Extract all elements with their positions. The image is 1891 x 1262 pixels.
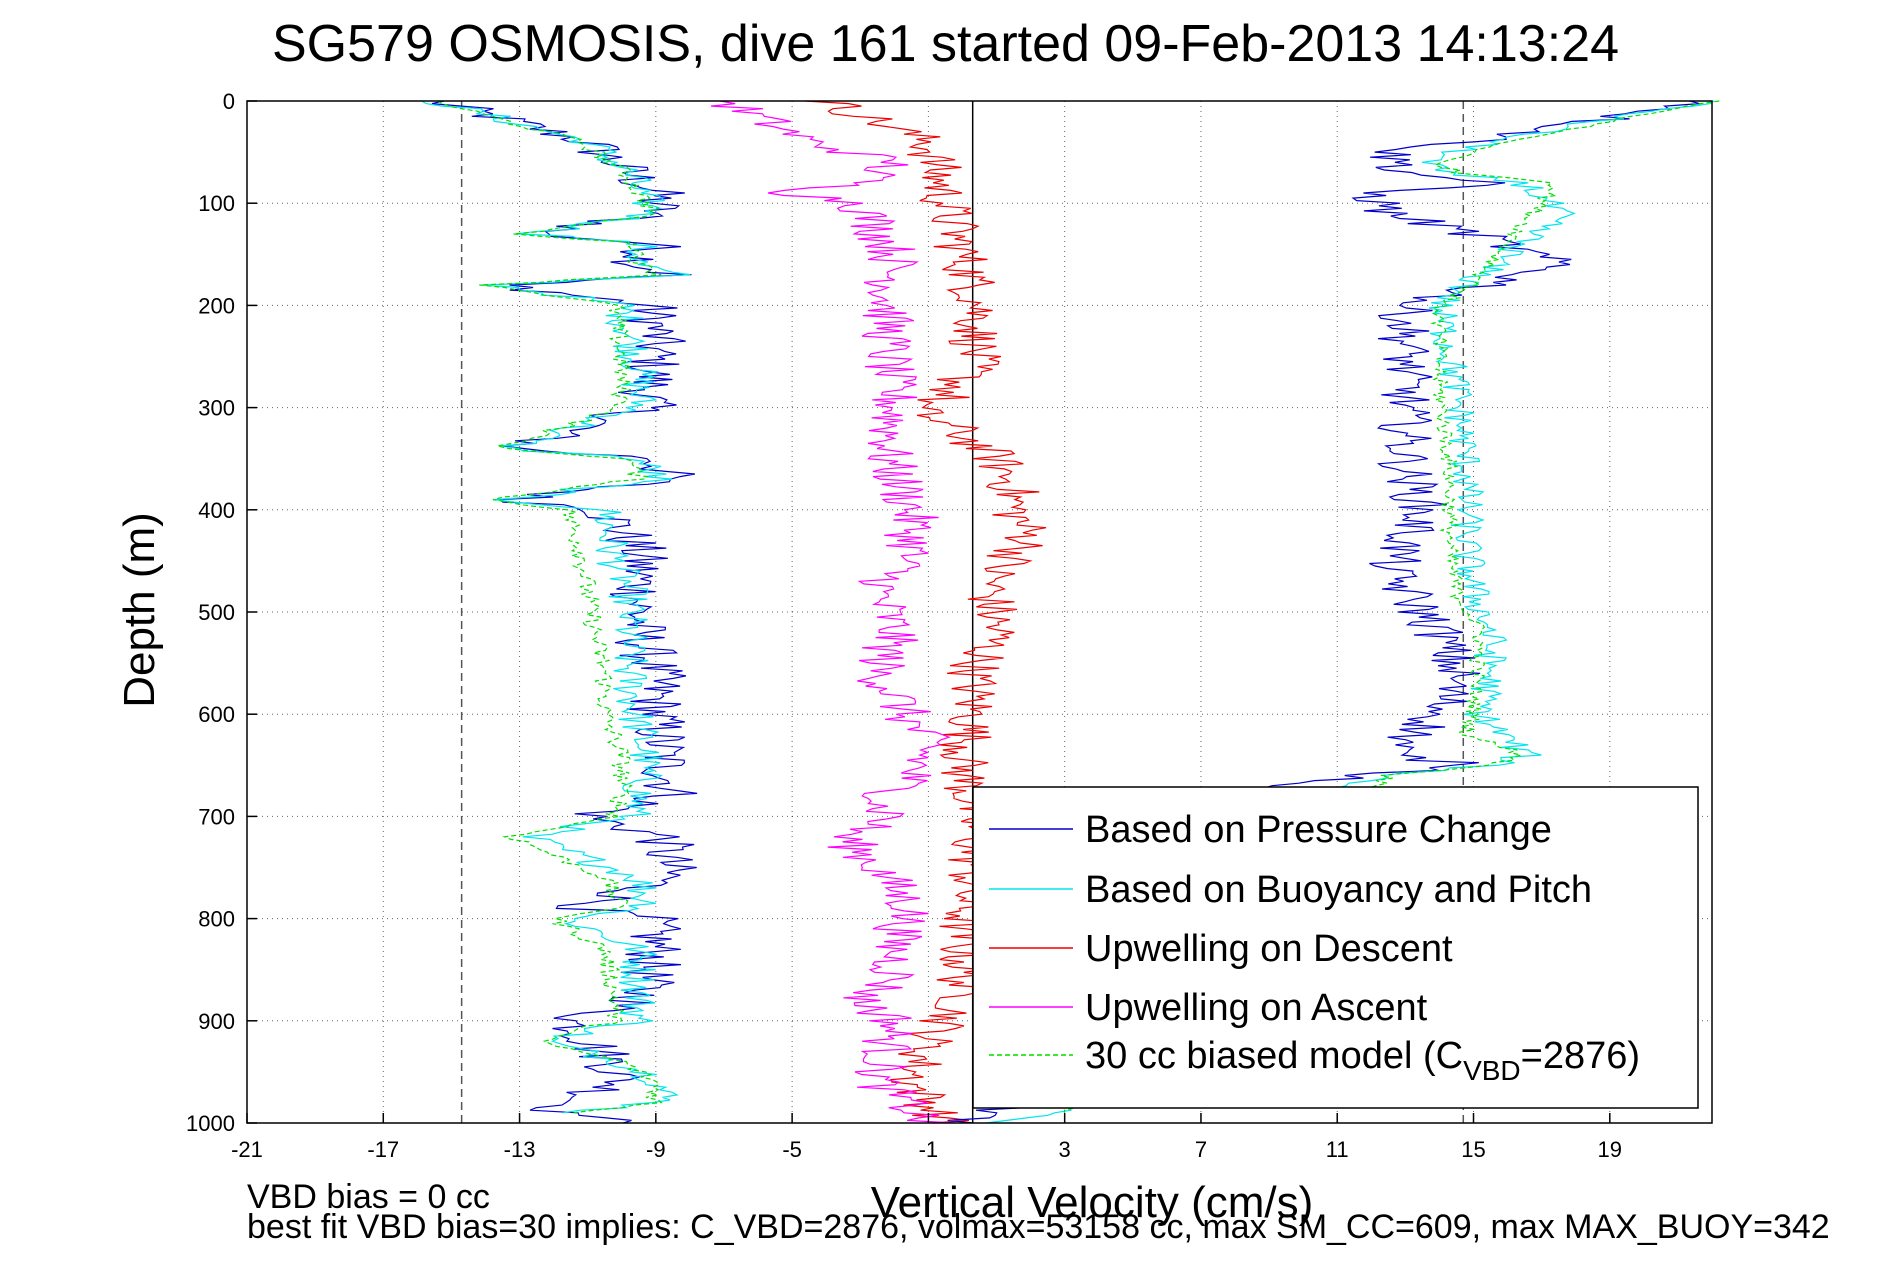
x-tick-label-5: -1 [919, 1137, 939, 1162]
series-line-2 [804, 100, 1047, 1124]
x-tick-label-2: -13 [504, 1137, 536, 1162]
x-tick-label-1: -17 [367, 1137, 399, 1162]
chart-title: SG579 OSMOSIS, dive 161 started 09-Feb-2… [271, 15, 1620, 73]
legend-label-1: Based on Buoyancy and Pitch [1085, 869, 1592, 911]
series-line-4 [436, 100, 663, 1114]
x-tick-label-0: -21 [231, 1137, 263, 1162]
y-tick-label-8: 800 [198, 907, 235, 932]
series-line-1 [421, 100, 691, 1114]
x-tick-label-4: -5 [782, 1137, 802, 1162]
x-axis-label: Vertical Velocity (cm/s) [870, 1178, 1314, 1227]
vbd-bias-note: VBD bias = 0 cc [247, 1178, 490, 1216]
x-tick-label-10: 19 [1598, 1137, 1622, 1162]
y-tick-label-0: 0 [223, 89, 235, 114]
series-line-3 [710, 100, 956, 1124]
y-tick-label-3: 300 [198, 396, 235, 421]
legend-box [972, 786, 1699, 1109]
y-tick-label-2: 200 [198, 293, 235, 318]
x-tick-label-9: 15 [1461, 1137, 1485, 1162]
legend-label-0: Based on Pressure Change [1085, 809, 1552, 851]
y-tick-label-1: 100 [198, 191, 235, 216]
legend-label-2: Upwelling on Descent [1085, 928, 1453, 970]
y-tick-label-10: 1000 [186, 1111, 235, 1136]
x-tick-label-7: 7 [1195, 1137, 1207, 1162]
y-tick-label-5: 500 [198, 600, 235, 625]
y-tick-label-4: 400 [198, 498, 235, 523]
x-tick-label-3: -9 [646, 1137, 666, 1162]
y-tick-label-9: 900 [198, 1009, 235, 1034]
x-tick-label-8: 11 [1326, 1137, 1349, 1162]
legend-label-4: 30 cc biased model (CVBD=2876) [1085, 1035, 1640, 1086]
y-tick-label-6: 600 [198, 702, 235, 727]
best-fit-note: best fit VBD bias=30 implies: C_VBD=2876… [247, 1208, 1830, 1246]
x-tick-label-6: 3 [1059, 1137, 1071, 1162]
legend-label-3: Upwelling on Ascent [1085, 987, 1428, 1029]
y-tick-label-7: 700 [198, 804, 235, 829]
